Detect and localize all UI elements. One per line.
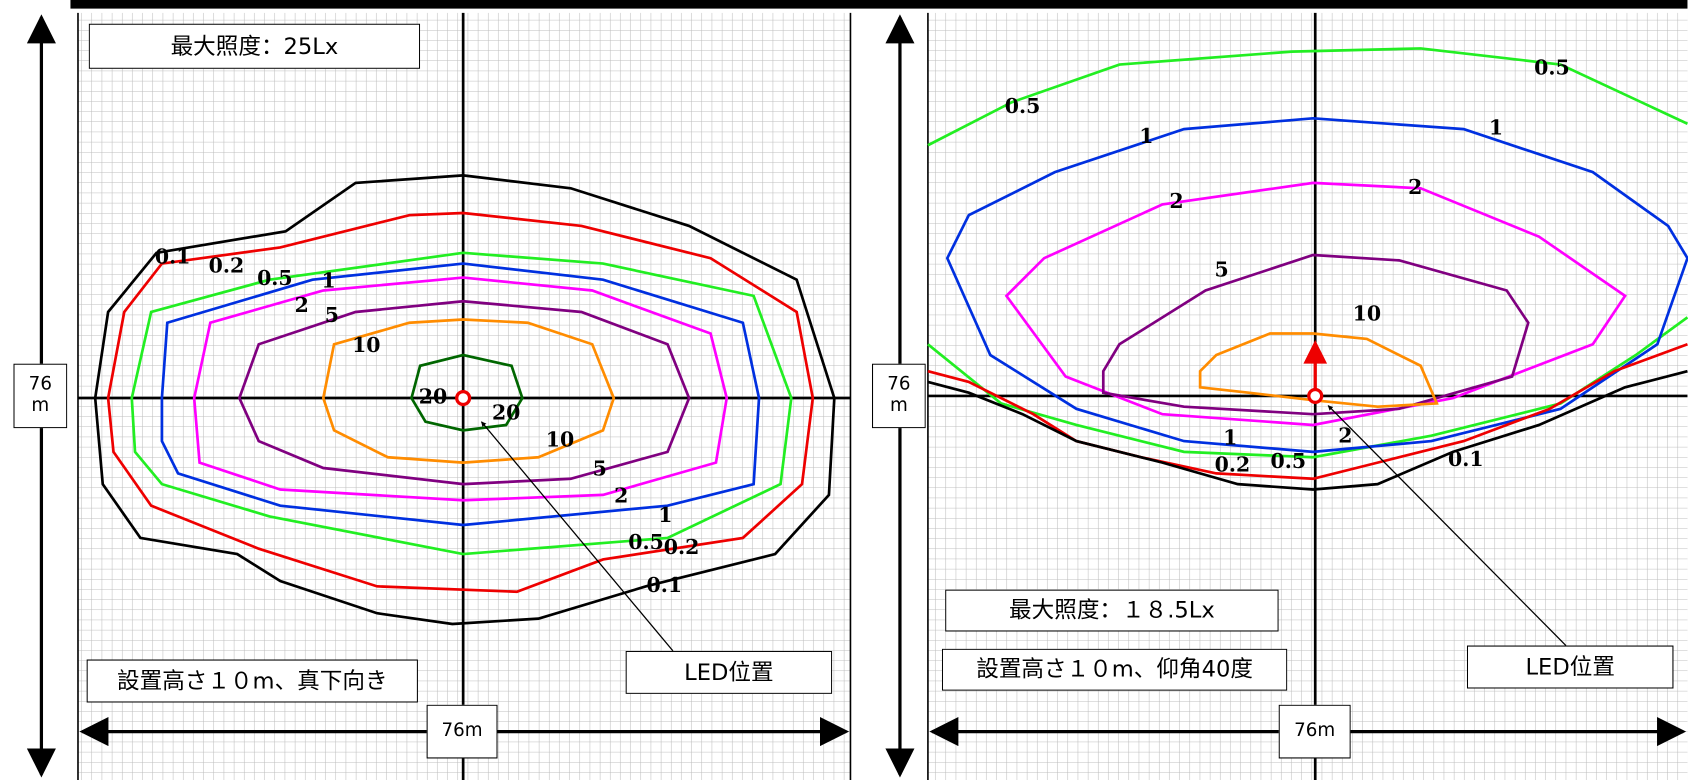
led-pointer	[480, 421, 674, 652]
contour-label: 10	[352, 333, 380, 357]
height-label-box: 76m	[13, 363, 68, 429]
contour-label: 2	[295, 293, 309, 317]
contour-label: 0.5	[1271, 449, 1307, 473]
height-label: 76m	[13, 363, 68, 429]
contour-label: 2	[614, 484, 628, 508]
isolux-contour	[945, 116, 1688, 454]
contour-label: 0.2	[1215, 452, 1251, 476]
contour-label: 5	[593, 457, 607, 481]
led-label: LED位置	[1466, 645, 1674, 689]
contour-label: 0.1	[1448, 447, 1484, 471]
contour-label: 1	[322, 268, 336, 292]
contour-label: 5	[1215, 258, 1229, 282]
isolux-contour	[93, 174, 836, 626]
install-note-box: 設置高さ１０m、真下向き	[86, 659, 418, 703]
top-bar	[70, 0, 1688, 9]
isolux-contour	[237, 299, 691, 486]
isolux-contour	[192, 276, 729, 502]
isolux-contour	[1101, 253, 1530, 416]
contour-label: 0.5	[628, 530, 664, 554]
install-note-box: 設置高さ１０m、仰角40度	[941, 648, 1288, 691]
isolux-contour	[927, 343, 1688, 481]
isolux-contour	[1004, 181, 1627, 427]
contour-label: 1	[1489, 116, 1503, 140]
led-label: LED位置	[625, 650, 833, 694]
contour-label: 2	[1338, 423, 1352, 447]
led-position	[455, 389, 472, 407]
led-label-box: LED位置	[1466, 645, 1674, 689]
height-label: 76m	[871, 363, 926, 429]
isolux-contour	[410, 353, 524, 432]
contour-label: 20	[419, 385, 447, 409]
contour-label: 2	[1408, 175, 1422, 199]
contour-label: 1	[1139, 124, 1153, 148]
install-note: 設置高さ１０m、仰角40度	[941, 648, 1288, 691]
contour-label: 0.1	[647, 573, 683, 597]
isolux-contour	[927, 47, 1688, 147]
height-label-box: 76m	[871, 363, 926, 429]
contour-label: 10	[546, 428, 574, 452]
install-note: 設置高さ１０m、真下向き	[86, 659, 418, 703]
contour-label: 0.2	[664, 535, 700, 559]
isolux-contour	[130, 251, 793, 556]
width-label: 76m	[1278, 704, 1351, 759]
isolux-contour	[160, 262, 761, 527]
isolux-contour	[321, 318, 616, 464]
contour-label: 1	[658, 503, 672, 527]
contour-label: 10	[1353, 302, 1381, 326]
max-illuminance: 最大照度：１８.5Lx	[945, 589, 1279, 632]
led-position	[1307, 387, 1324, 404]
width-label: 76m	[426, 704, 498, 759]
width-label-box: 76m	[1278, 704, 1351, 759]
panel: 0.5 0.5 1 1 2 2 5 10 1 2 0.2 0.5 0.1 最大照度：１８.5Lx 設置高さ１…	[871, 12, 1688, 780]
max-illuminance-box: 最大照度：25Lx	[88, 23, 421, 69]
isolux-contour	[927, 369, 1688, 491]
max-illuminance: 最大照度：25Lx	[88, 23, 421, 69]
direction-arrow-head	[1303, 339, 1328, 364]
contour-label: 0.1	[155, 245, 191, 269]
isolux-contour	[106, 211, 815, 594]
contour-label: 0.2	[209, 253, 245, 277]
max-illuminance-box: 最大照度：１８.5Lx	[945, 589, 1279, 632]
contour-label: 20	[492, 401, 520, 425]
contour-label: 0.5	[1005, 94, 1041, 118]
width-label-box: 76m	[426, 704, 498, 759]
led-label-box: LED位置	[625, 650, 833, 694]
contour-label: 5	[325, 303, 339, 327]
led-pointer	[1327, 405, 1567, 646]
isolux-contour	[1198, 332, 1439, 409]
contour-label: 1	[1223, 425, 1237, 449]
contour-label: 0.5	[1534, 55, 1570, 79]
contour-label: 2	[1169, 189, 1183, 213]
contour-label: 0.5	[257, 266, 293, 290]
